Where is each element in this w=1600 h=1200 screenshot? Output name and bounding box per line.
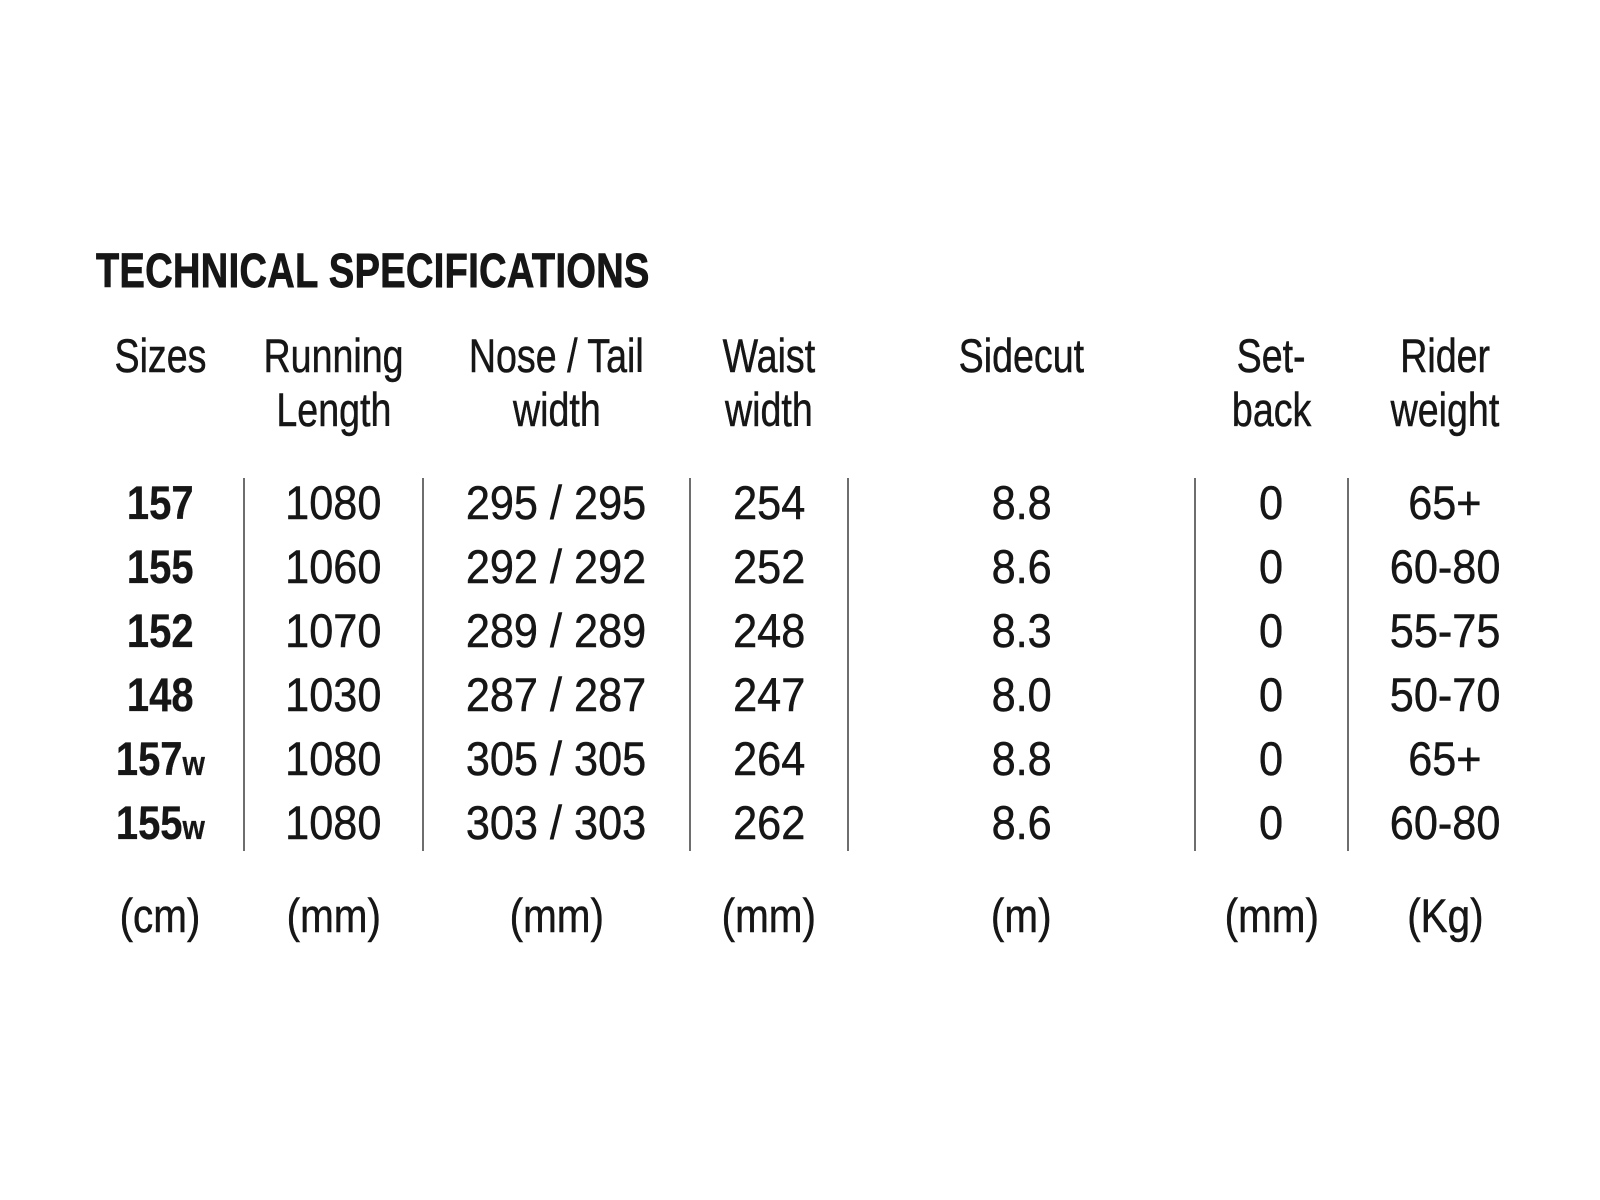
- sidecut-cell: 8.6: [991, 539, 1052, 593]
- sidecut-cell: 8.3: [991, 603, 1052, 657]
- col-header-sizes: Sizes: [114, 328, 206, 382]
- setback-cell: 0: [1259, 475, 1284, 529]
- waist-width-cell: 248: [732, 603, 806, 657]
- sidecut-cell: 8.0: [991, 667, 1052, 721]
- size-cell: 152: [126, 603, 194, 657]
- setback-cell: 0: [1259, 667, 1284, 721]
- col-header-setback: Set- back: [1231, 328, 1312, 436]
- column-divider: [422, 478, 424, 851]
- col-header-waist-width: Waist width: [722, 328, 816, 436]
- running-length-cell: 1070: [285, 603, 382, 657]
- unit-nose-tail-width: (mm): [509, 888, 604, 942]
- size-cell: 157: [126, 475, 194, 529]
- column-divider: [1347, 478, 1349, 851]
- running-length-cell: 1080: [285, 731, 382, 785]
- unit-waist-width: (mm): [721, 888, 817, 942]
- col-header-nose-tail-width: Nose / Tail width: [469, 328, 644, 436]
- rider-weight-cell: 55-75: [1389, 603, 1501, 657]
- spec-table-body: 157 1080 295 / 295 254 8.8 0 65+ 155 106…: [76, 470, 1542, 854]
- setback-cell: 0: [1259, 731, 1284, 785]
- rider-weight-cell: 60-80: [1389, 539, 1501, 593]
- column-divider: [847, 478, 849, 851]
- nose-tail-width-cell: 295 / 295: [466, 475, 647, 529]
- spec-table-units-row: (cm) (mm) (mm) (mm) (m) (mm) (Kg): [76, 887, 1542, 943]
- setback-cell: 0: [1259, 603, 1284, 657]
- rider-weight-cell: 65+: [1408, 475, 1482, 529]
- sidecut-cell: 8.8: [991, 475, 1052, 529]
- col-header-rider-weight: Rider weight: [1390, 328, 1500, 436]
- nose-tail-width-cell: 287 / 287: [466, 667, 647, 721]
- running-length-cell: 1080: [285, 795, 382, 849]
- rider-weight-cell: 50-70: [1389, 667, 1501, 721]
- size-cell: 155: [126, 539, 194, 593]
- waist-width-cell: 247: [732, 667, 806, 721]
- nose-tail-width-cell: 305 / 305: [466, 731, 647, 785]
- size-cell: 148: [126, 667, 194, 721]
- setback-cell: 0: [1259, 539, 1284, 593]
- nose-tail-width-cell: 289 / 289: [466, 603, 647, 657]
- waist-width-cell: 264: [732, 731, 806, 785]
- waist-width-cell: 262: [732, 795, 806, 849]
- column-divider: [689, 478, 691, 851]
- column-divider: [1194, 478, 1196, 851]
- nose-tail-width-cell: 292 / 292: [466, 539, 647, 593]
- unit-setback: (mm): [1224, 888, 1319, 942]
- unit-running-length: (mm): [286, 888, 381, 942]
- nose-tail-width-cell: 303 / 303: [466, 795, 647, 849]
- running-length-cell: 1080: [285, 475, 382, 529]
- size-cell: 155w: [115, 795, 205, 849]
- sidecut-cell: 8.6: [991, 795, 1052, 849]
- page-title: TECHNICAL SPECIFICATIONS: [96, 244, 797, 298]
- setback-cell: 0: [1259, 795, 1284, 849]
- size-cell: 157w: [115, 731, 205, 785]
- rider-weight-cell: 65+: [1408, 731, 1482, 785]
- spec-table-header: Sizes Running Length Nose / Tail width W…: [76, 328, 1542, 436]
- unit-rider-weight: (Kg): [1406, 888, 1484, 942]
- waist-width-cell: 254: [732, 475, 806, 529]
- unit-sidecut: (m): [991, 888, 1052, 942]
- column-divider: [243, 478, 245, 851]
- col-header-sidecut: Sidecut: [958, 328, 1085, 382]
- sidecut-cell: 8.8: [991, 731, 1052, 785]
- running-length-cell: 1060: [285, 539, 382, 593]
- col-header-running-length: Running Length: [263, 328, 404, 436]
- page-title-text: TECHNICAL SPECIFICATIONS: [96, 244, 650, 298]
- waist-width-cell: 252: [732, 539, 806, 593]
- rider-weight-cell: 60-80: [1389, 795, 1501, 849]
- unit-sizes: (cm): [119, 888, 201, 942]
- running-length-cell: 1030: [285, 667, 382, 721]
